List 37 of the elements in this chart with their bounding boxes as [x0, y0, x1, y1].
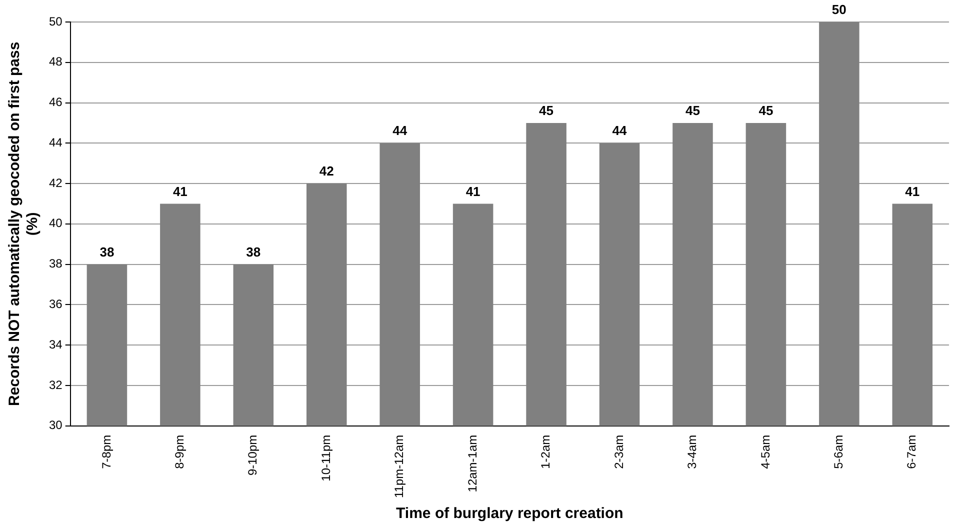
- y-tick-label: 46: [48, 95, 63, 110]
- data-label: 50: [832, 2, 846, 18]
- x-tick-label: 1-2am: [538, 434, 553, 469]
- data-label: 38: [246, 244, 261, 260]
- data-label: 45: [539, 103, 554, 118]
- y-tick-label: 50: [48, 14, 63, 28]
- data-label: 41: [172, 184, 188, 199]
- x-tick-label: 9-10pm: [246, 434, 260, 476]
- x-tick-label: 2-3am: [612, 434, 626, 469]
- x-tick-label: 7-8pm: [99, 434, 114, 469]
- data-label: 44: [612, 123, 628, 138]
- x-tick-label: 11pm-12am: [392, 434, 406, 498]
- x-tick-label: 4-5am: [758, 434, 772, 469]
- data-label: 42: [319, 164, 334, 179]
- y-tick-label: 34: [48, 337, 63, 352]
- y-tick-label: 32: [48, 378, 63, 392]
- data-label: 41: [466, 184, 480, 199]
- y-tick-label: 30: [48, 418, 63, 432]
- x-tick-label: 8-9pm: [172, 434, 186, 469]
- y-tick-label: 36: [48, 297, 63, 312]
- data-label: 38: [100, 244, 114, 260]
- y-tick-label: 44: [48, 135, 63, 150]
- data-label: 45: [685, 103, 700, 118]
- data-label: 44: [392, 123, 408, 138]
- x-tick-label: 10-11pm: [318, 434, 333, 482]
- x-tick-label: 12am-1am: [465, 434, 480, 492]
- x-tick-label: 6-7am: [904, 434, 919, 469]
- y-tick-label: 48: [48, 54, 63, 69]
- y-tick-label: 38: [48, 256, 63, 271]
- x-tick-label: 5-6am: [831, 434, 846, 469]
- x-axis-title: Time of burglary report creation: [396, 505, 624, 522]
- y-tick-label: 42: [48, 176, 63, 190]
- y-tick-label: 40: [48, 216, 63, 230]
- data-label: 45: [758, 103, 774, 118]
- x-tick-label: 3-4am: [685, 434, 700, 469]
- data-label: 41: [905, 184, 920, 199]
- y-axis-title: Records NOT automatically geocoded on first pass (%): [6, 42, 42, 406]
